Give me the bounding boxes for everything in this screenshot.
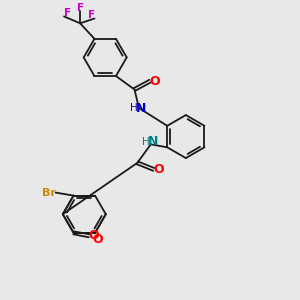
Text: O: O	[93, 233, 104, 246]
Text: Br: Br	[42, 188, 56, 198]
Text: O: O	[88, 229, 99, 242]
Text: H: H	[142, 137, 149, 147]
Text: F: F	[76, 3, 84, 13]
Text: F: F	[88, 10, 95, 20]
Text: N: N	[136, 101, 146, 115]
Text: O: O	[149, 75, 160, 88]
Text: H: H	[130, 103, 137, 113]
Text: F: F	[64, 8, 71, 18]
Text: N: N	[148, 135, 158, 148]
Text: O: O	[153, 163, 164, 176]
